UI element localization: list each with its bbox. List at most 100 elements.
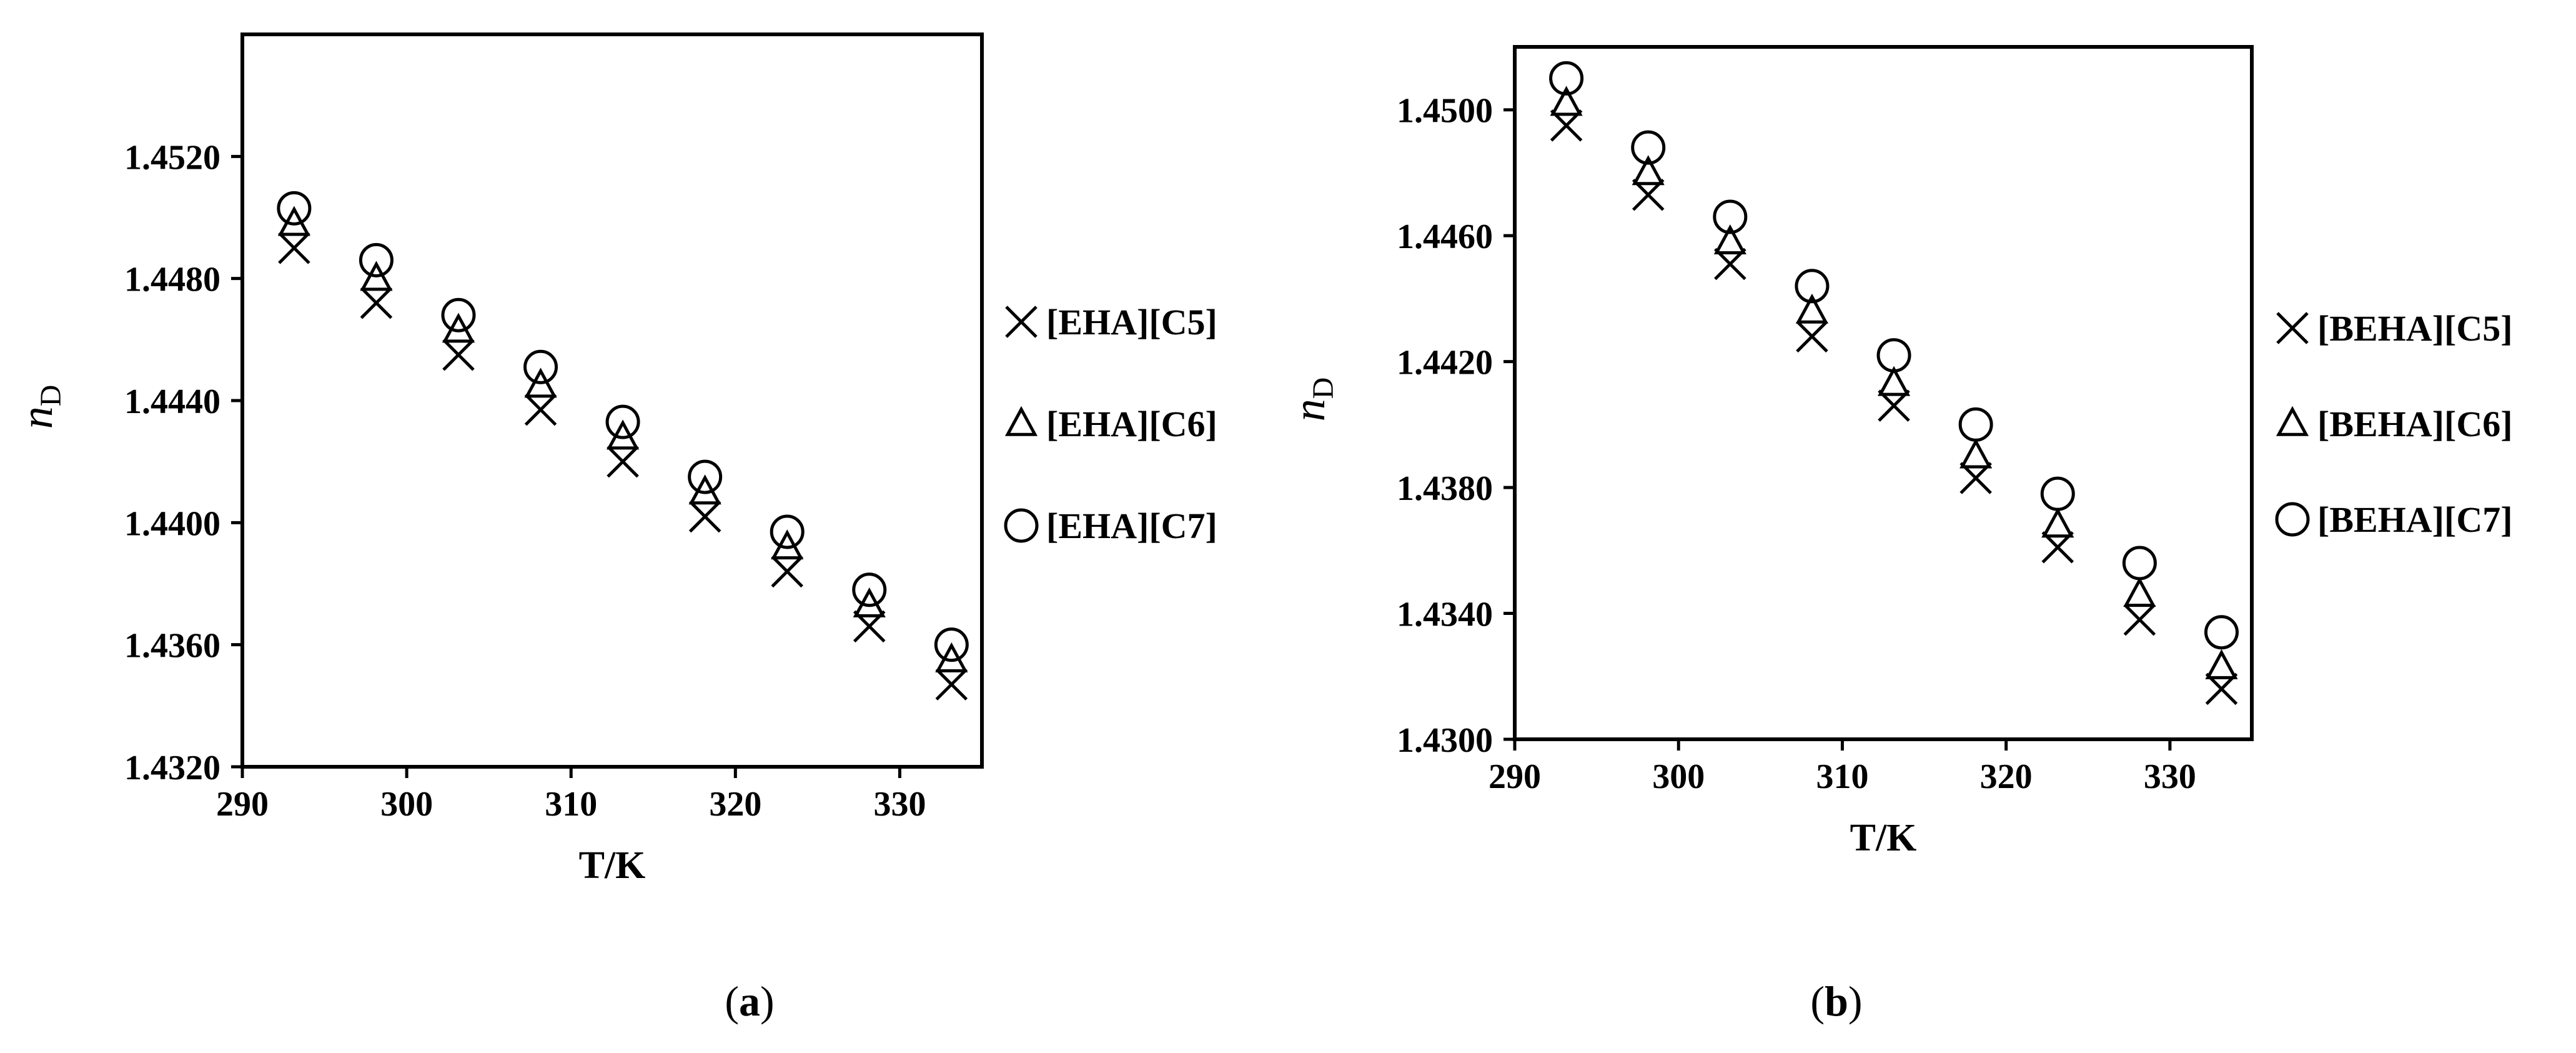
data-point-triangle [2123, 577, 2156, 607]
data-point-circle [1549, 61, 1584, 96]
panel-label-letter: a [739, 977, 760, 1025]
x-tick-label: 330 [2144, 757, 2196, 796]
panel-label-open: ( [1810, 977, 1825, 1025]
legend-label: [EHA][C7] [1046, 506, 1217, 546]
data-point-cross [524, 393, 557, 426]
x-tick-label: 290 [1489, 757, 1541, 796]
data-point-circle [1713, 199, 1748, 234]
y-tick-label: 1.4420 [1397, 344, 1493, 382]
plot-frame [1513, 45, 2254, 741]
x-tick-label: 320 [1980, 757, 2033, 796]
data-point-circle [688, 459, 723, 494]
data-point-triangle [1632, 155, 1665, 186]
x-tick-label: 290 [216, 785, 269, 824]
data-point-cross [360, 286, 393, 319]
x-tick-label: 330 [873, 785, 926, 824]
legend-marker-cross [2276, 312, 2309, 344]
data-point-circle [1958, 407, 1993, 442]
y-tick-label: 1.4480 [124, 261, 220, 299]
legend-label: [BEHA][C7] [2317, 499, 2513, 540]
x-tick-label: 300 [1652, 757, 1705, 796]
data-point-circle [523, 349, 558, 384]
panel-label: (a) [725, 977, 774, 1025]
data-point-circle [2204, 615, 2239, 650]
legend-item: [EHA][C7] [1004, 506, 1217, 546]
data-point-circle [852, 572, 887, 607]
legend-label: [EHA][C6] [1046, 404, 1217, 444]
data-point-triangle [2205, 649, 2238, 679]
legend-marker-circle [2275, 502, 2310, 537]
legend-item: [BEHA][C5] [2276, 308, 2513, 349]
data-point-cross [1796, 320, 1828, 353]
data-point-cross [278, 232, 310, 264]
legend-item: [BEHA][C6] [2276, 404, 2513, 444]
legend-label: [BEHA][C6] [2317, 404, 2513, 444]
y-tick-label: 1.4340 [1397, 596, 1493, 634]
y-tick-label: 1.4400 [124, 504, 220, 543]
data-point-circle [770, 514, 805, 549]
data-point-circle [2040, 476, 2075, 511]
data-point-cross [442, 338, 475, 371]
chart-panel-b: 290 300 310 320 330 1.4300 1.4340 1.4380 1.4420 1… [1284, 45, 2513, 1025]
data-point-circle [1631, 130, 1666, 165]
x-axis-title: T/K [1850, 817, 1917, 859]
legend-marker-triangle [1004, 406, 1038, 436]
panel-label-close: ) [1848, 977, 1863, 1025]
data-point-triangle [1877, 366, 1911, 396]
data-point-cross [2123, 603, 2156, 636]
data-point-triangle [1795, 293, 1828, 324]
x-tick-label: 310 [545, 785, 597, 824]
panel-label-close: ) [760, 977, 775, 1025]
legend-label: [EHA][C5] [1046, 302, 1217, 342]
panel-label: (b) [1810, 977, 1862, 1025]
legend-item: [EHA][C6] [1004, 404, 1217, 444]
y-tick-label: 1.4460 [1397, 217, 1493, 256]
panel-label-letter: b [1825, 977, 1848, 1025]
y-tick-label: 1.4440 [124, 382, 220, 421]
data-point-circle [2122, 546, 2157, 581]
y-axis-title-subscript: D [34, 385, 67, 407]
data-point-circle [277, 191, 312, 226]
data-point-cross [935, 668, 968, 701]
y-tick-label: 1.4360 [124, 627, 220, 666]
plot-frame [240, 32, 984, 769]
data-point-triangle [524, 367, 557, 398]
data-point-cross [607, 445, 639, 478]
data-point-triangle [1959, 438, 1993, 469]
data-point-circle [605, 404, 640, 439]
y-axis-title: nD [12, 385, 67, 429]
y-tick-label: 1.4300 [1397, 721, 1493, 760]
legend-item: [EHA][C5] [1005, 302, 1217, 342]
x-tick-label: 300 [380, 785, 433, 824]
data-point-cross [771, 555, 803, 588]
y-tick-label: 1.4320 [124, 749, 220, 787]
chart-panel-a: 290 300 310 320 330 1.4320 1.4360 1.4400 1.4440 1… [12, 32, 1217, 1025]
legend-marker-circle [1004, 508, 1039, 543]
data-point-triangle [360, 261, 393, 291]
y-axis-title-symbol: n [1284, 399, 1334, 421]
y-axis-title: nD [1284, 377, 1340, 422]
x-tick-label: 320 [709, 785, 761, 824]
panel-label-open: ( [725, 977, 739, 1025]
legend-marker-cross [1005, 306, 1038, 338]
x-tick-label: 310 [1816, 757, 1868, 796]
data-point-cross [688, 500, 721, 533]
data-point-triangle [1713, 224, 1746, 255]
legend-item: [BEHA][C7] [2275, 499, 2513, 540]
y-axis-title-symbol: n [12, 406, 62, 429]
data-point-circle [441, 297, 476, 332]
y-tick-label: 1.4380 [1397, 469, 1493, 508]
data-point-circle [1876, 338, 1911, 373]
legend-label: [BEHA][C5] [2317, 308, 2513, 349]
y-axis-title-subscript: D [1307, 377, 1340, 399]
x-axis-title: T/K [579, 844, 646, 887]
data-point-triangle [1550, 86, 1583, 116]
data-point-circle [934, 627, 969, 662]
data-point-circle [1795, 269, 1830, 304]
data-point-circle [359, 242, 394, 277]
legend-marker-triangle [2276, 406, 2309, 436]
data-point-triangle [2041, 507, 2074, 538]
y-tick-label: 1.4520 [124, 138, 220, 177]
y-tick-label: 1.4500 [1397, 92, 1493, 131]
